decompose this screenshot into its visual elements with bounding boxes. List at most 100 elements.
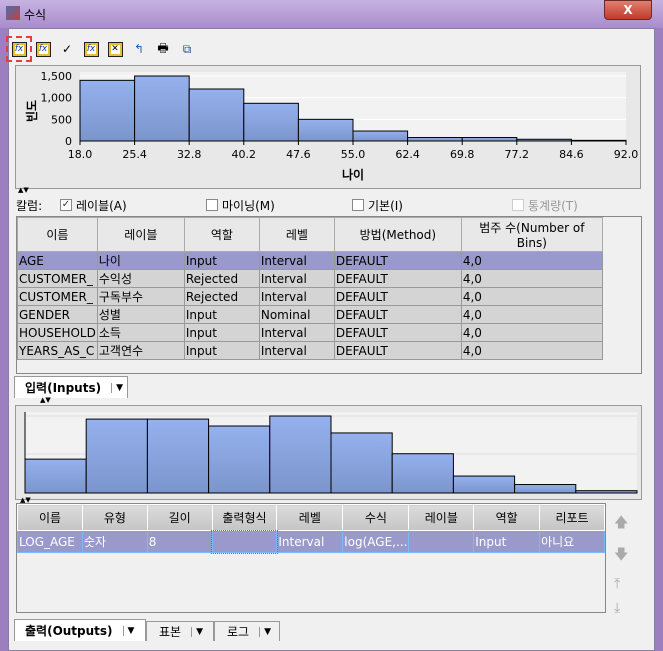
- x-tick-label: 69.8: [450, 148, 475, 161]
- chevron-down-icon[interactable]: ▼: [259, 626, 275, 637]
- chevron-down-icon[interactable]: ▼: [122, 625, 139, 636]
- tab-outputs[interactable]: 출력(Outputs) ▼: [14, 619, 146, 641]
- formula-edit-button[interactable]: fx: [34, 40, 52, 58]
- table-row[interactable]: LOG_AGE 숫자 8 Interval log(AGE,... Input 아니요: [17, 529, 605, 554]
- label-checkbox[interactable]: ✓ 레이블(A): [60, 198, 127, 213]
- checkbox[interactable]: [352, 199, 364, 211]
- table-row[interactable]: HOUSEHOLD 소득 Input Interval DEFAULT 4,0: [17, 323, 603, 342]
- copy-button[interactable]: ⧉: [178, 40, 196, 58]
- column-header[interactable]: 범주 수(Number of Bins): [460, 217, 603, 252]
- move-top-button[interactable]: ⤒: [614, 576, 621, 592]
- formula-builder-button[interactable]: fx: [6, 36, 32, 62]
- chevron-down-icon[interactable]: ▼: [111, 382, 127, 393]
- table-cell[interactable]: Interval: [258, 269, 335, 288]
- table-cell[interactable]: GENDER: [17, 305, 98, 324]
- column-header[interactable]: 리포트: [539, 504, 605, 531]
- column-header[interactable]: 출력형식: [211, 504, 278, 531]
- basic-checkbox[interactable]: 기본(I): [352, 197, 512, 214]
- table-cell[interactable]: 숫자: [81, 530, 148, 553]
- table-cell[interactable]: DEFAULT: [333, 341, 462, 360]
- tab-inputs[interactable]: 입력(Inputs) ▼: [14, 376, 128, 398]
- column-header[interactable]: 이름: [17, 504, 83, 531]
- column-header[interactable]: 역할: [183, 217, 260, 252]
- column-header[interactable]: 이름: [17, 217, 98, 252]
- column-header[interactable]: 역할: [473, 504, 541, 531]
- table-cell[interactable]: DEFAULT: [333, 305, 462, 324]
- table-cell[interactable]: Interval: [276, 530, 344, 553]
- table-cell[interactable]: Interval: [258, 287, 335, 306]
- splitter-handle[interactable]: ▲▼: [40, 396, 51, 404]
- table-cell[interactable]: DEFAULT: [333, 251, 462, 270]
- move-bottom-button[interactable]: ⤓: [614, 600, 621, 616]
- table-row[interactable]: YEARS_AS_C 고객연수 Input Interval DEFAULT 4,0: [17, 341, 603, 360]
- table-cell[interactable]: 수익성: [96, 269, 185, 288]
- table-cell[interactable]: 아니요: [539, 530, 605, 553]
- table-cell[interactable]: 구독부수: [96, 287, 185, 306]
- table-row[interactable]: CUSTOMER_ 구독부수 Rejected Interval DEFAULT 4,0: [17, 287, 603, 306]
- table-cell[interactable]: Input: [183, 251, 260, 270]
- table-cell[interactable]: 4,0: [460, 323, 603, 342]
- print-button[interactable]: 🖶: [154, 40, 172, 58]
- table-cell[interactable]: 4,0: [460, 287, 603, 306]
- table-cell[interactable]: AGE: [17, 251, 98, 270]
- table-cell[interactable]: DEFAULT: [333, 323, 462, 342]
- table-cell[interactable]: CUSTOMER_: [17, 269, 98, 288]
- splitter-handle[interactable]: ▲▼: [18, 186, 29, 194]
- x-tick-label: 25.4: [122, 148, 147, 161]
- close-button[interactable]: X: [604, 0, 652, 20]
- table-cell[interactable]: Rejected: [183, 269, 260, 288]
- table-cell[interactable]: Rejected: [183, 287, 260, 306]
- table-cell[interactable]: [211, 529, 278, 554]
- table-cell[interactable]: 고객연수: [96, 341, 185, 360]
- column-header[interactable]: 레벨: [276, 504, 344, 531]
- column-header[interactable]: 레이블: [408, 504, 475, 531]
- table-cell[interactable]: HOUSEHOLD: [17, 323, 98, 342]
- table-row[interactable]: AGE 나이 Input Interval DEFAULT 4,0: [17, 251, 603, 270]
- check-button[interactable]: ✓: [58, 40, 76, 58]
- column-header[interactable]: 방법(Method): [333, 217, 462, 252]
- column-header[interactable]: 수식: [342, 504, 410, 531]
- table-cell[interactable]: DEFAULT: [333, 287, 462, 306]
- table-row[interactable]: GENDER 성별 Input Nominal DEFAULT 4,0: [17, 305, 603, 324]
- table-cell[interactable]: YEARS_AS_C: [17, 341, 98, 360]
- table-cell[interactable]: DEFAULT: [333, 269, 462, 288]
- checkbox[interactable]: [206, 199, 218, 211]
- add-column-button[interactable]: fx: [82, 40, 100, 58]
- table-cell[interactable]: 4,0: [460, 305, 603, 324]
- table-cell[interactable]: 소득: [96, 323, 185, 342]
- mining-checkbox[interactable]: 마이닝(M): [206, 197, 352, 214]
- table-cell[interactable]: Input: [473, 530, 541, 553]
- table-cell[interactable]: CUSTOMER_: [17, 287, 98, 306]
- delete-column-button[interactable]: ✕: [106, 40, 124, 58]
- table-cell[interactable]: 4,0: [460, 251, 603, 270]
- table-cell[interactable]: Input: [183, 341, 260, 360]
- table-cell[interactable]: Interval: [258, 341, 335, 360]
- table-cell[interactable]: 4,0: [460, 341, 603, 360]
- columns-label: 칼럼:: [16, 198, 43, 213]
- table-cell[interactable]: 나이: [96, 251, 185, 270]
- column-header[interactable]: 레벨: [258, 217, 335, 252]
- table-cell[interactable]: 성별: [96, 305, 185, 324]
- column-header[interactable]: 레이블: [96, 217, 185, 252]
- table-cell[interactable]: Interval: [258, 323, 335, 342]
- move-down-button[interactable]: 🡇: [614, 547, 629, 563]
- table-cell[interactable]: 4,0: [460, 269, 603, 288]
- table-cell[interactable]: LOG_AGE: [17, 530, 83, 553]
- table-cell[interactable]: Input: [183, 323, 260, 342]
- table-cell[interactable]: Interval: [258, 251, 335, 270]
- chevron-down-icon[interactable]: ▼: [191, 626, 207, 637]
- tab-sample[interactable]: 표본 ▼: [146, 621, 214, 641]
- table-cell[interactable]: [408, 530, 475, 553]
- table-cell[interactable]: log(AGE,...: [342, 530, 410, 553]
- table-row[interactable]: CUSTOMER_ 수익성 Rejected Interval DEFAULT 4,0: [17, 269, 603, 288]
- column-header[interactable]: 유형: [81, 504, 148, 531]
- table-cell[interactable]: 8: [146, 530, 213, 553]
- move-up-button[interactable]: 🡅: [614, 515, 629, 531]
- table-cell[interactable]: Nominal: [258, 305, 335, 324]
- tab-log[interactable]: 로그 ▼: [214, 621, 280, 641]
- checkbox[interactable]: ✓: [60, 199, 72, 211]
- table-cell[interactable]: Input: [183, 305, 260, 324]
- refresh-button[interactable]: ↰: [130, 40, 148, 58]
- splitter-handle[interactable]: ▲▼: [20, 496, 31, 504]
- column-header[interactable]: 길이: [146, 504, 213, 531]
